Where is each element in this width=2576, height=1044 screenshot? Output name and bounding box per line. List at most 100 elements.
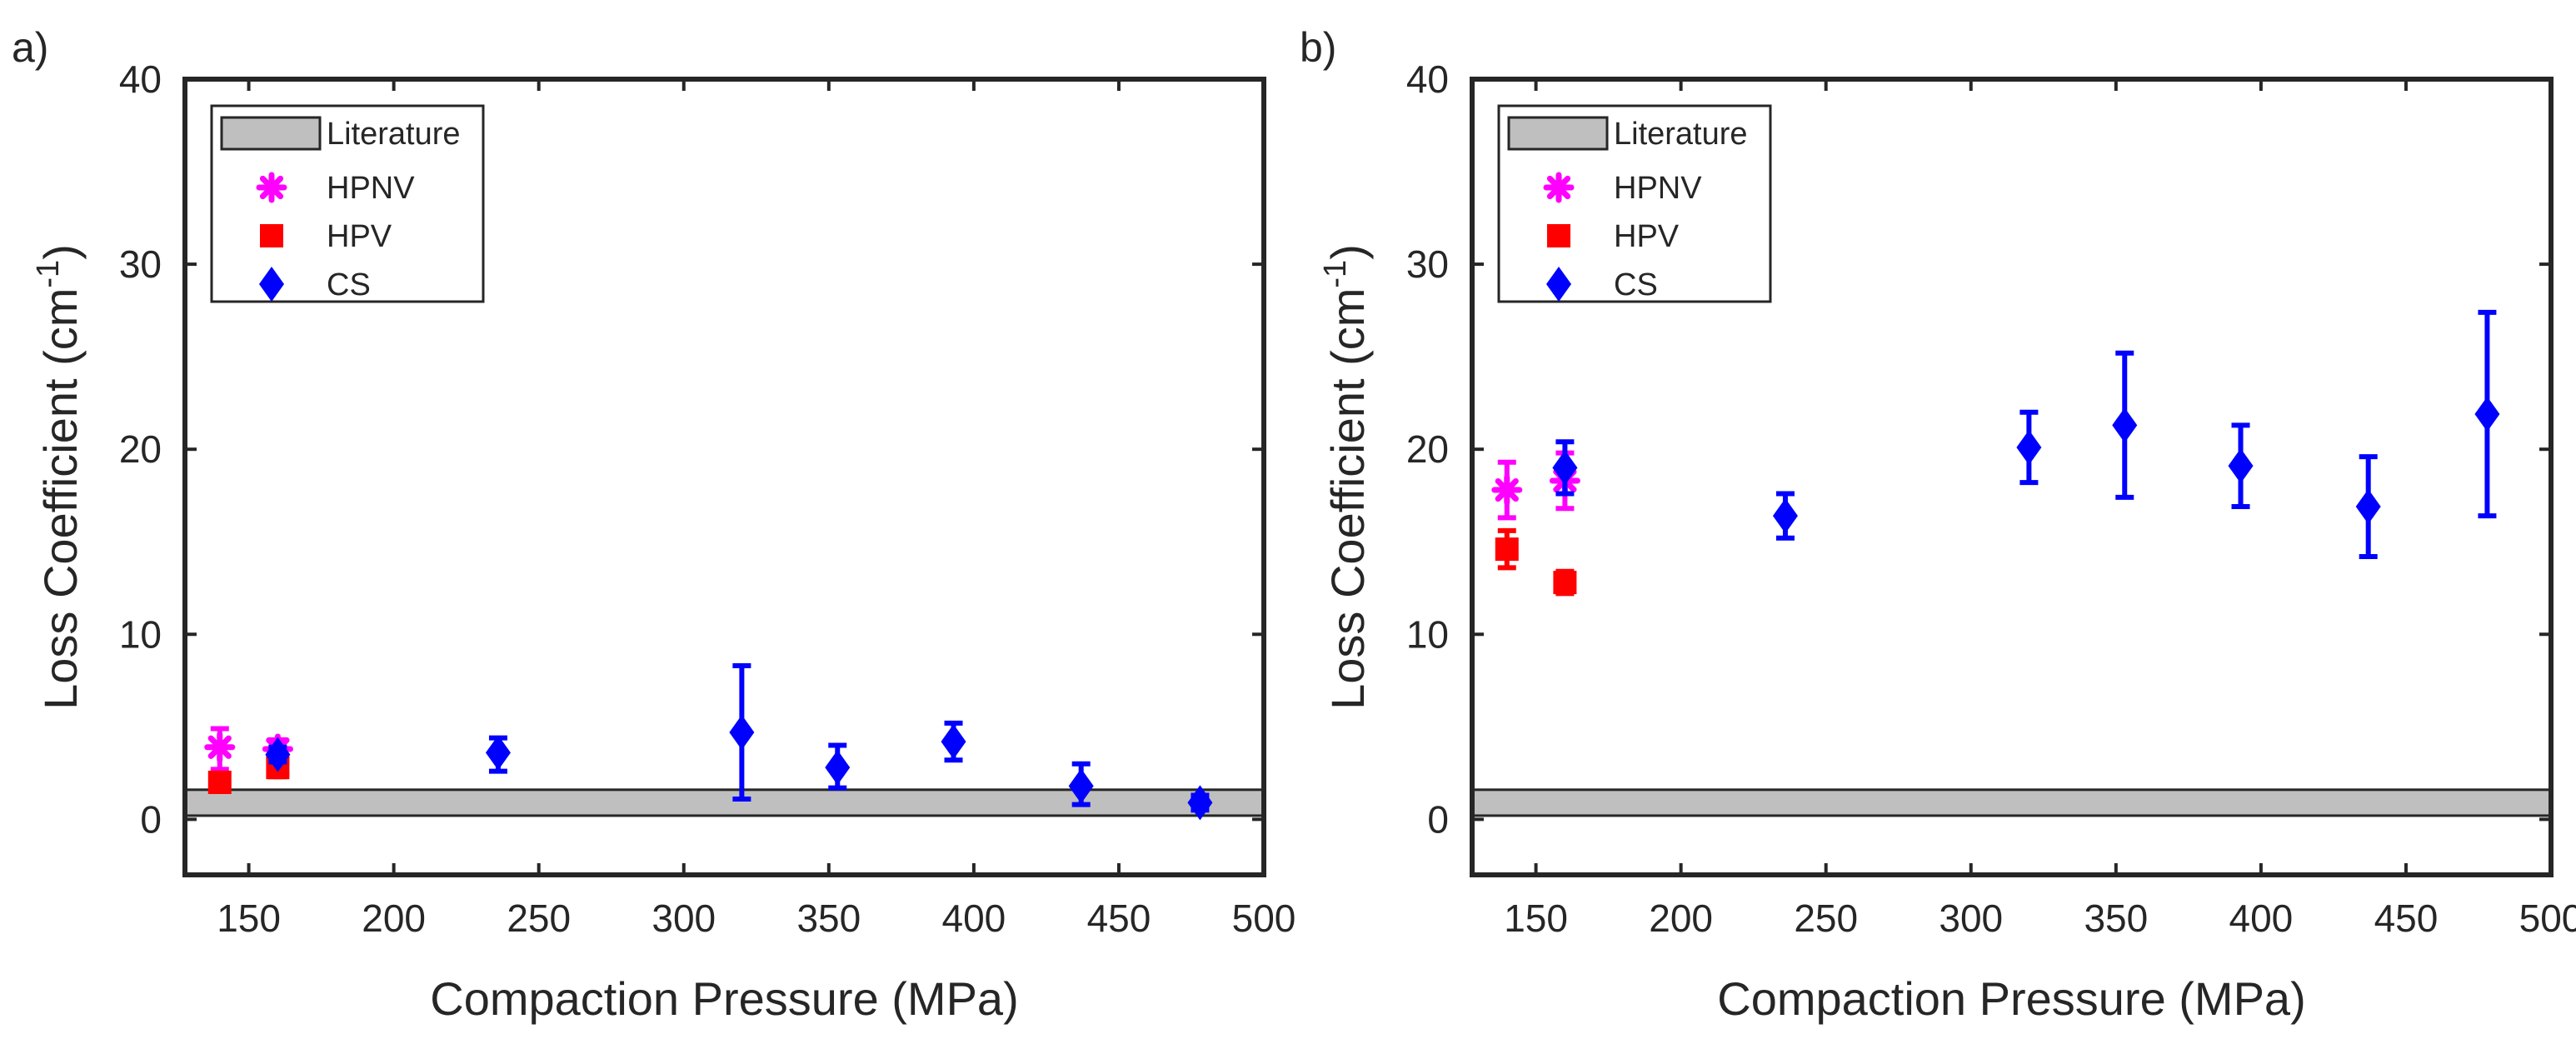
marker-diamond: [2016, 429, 2042, 465]
marker-diamond: [265, 737, 291, 772]
x-tick-label: 400: [942, 897, 1006, 940]
marker-diamond: [2228, 448, 2254, 484]
data-point: [825, 742, 851, 791]
marker-square: [260, 224, 283, 247]
data-point: [485, 735, 511, 774]
marker-diamond: [1187, 785, 1213, 821]
marker-diamond: [2474, 396, 2500, 432]
data-point: [207, 770, 232, 795]
marker-diamond: [1546, 267, 1571, 302]
data-point: [2112, 350, 2138, 500]
panel-b: b) 150 200 250 300 350 400 450 500 0 10 20 30 40 Lite…: [1300, 24, 2576, 1025]
marker-asterisk: [1543, 172, 1575, 203]
x-tick-label: 200: [362, 897, 426, 940]
data-point: [1068, 761, 1094, 807]
data-point: [1491, 459, 1523, 521]
marker-diamond: [729, 714, 755, 750]
x-axis-label: Compaction Pressure (MPa): [430, 972, 1018, 1025]
data-point: [2355, 454, 2381, 559]
data-point: [2228, 422, 2254, 510]
x-tick-label: 350: [796, 897, 861, 940]
data-point: [1552, 439, 1578, 497]
y-tick-label: 0: [1427, 797, 1449, 841]
literature-band: [1470, 788, 2553, 817]
y-axis-label-text: Loss Coefficient (cm: [34, 288, 87, 710]
data-point: [1495, 527, 1519, 571]
data-point: [265, 737, 291, 772]
marker-square: [1547, 224, 1570, 247]
y-axis-label: Loss Coefficient (cm-1): [1318, 244, 1374, 710]
marker-square: [1553, 571, 1577, 595]
x-tick-label: 250: [1794, 897, 1858, 940]
x-tick-label: 500: [2519, 897, 2576, 940]
axes-box: [1470, 77, 2554, 877]
x-tick-label: 450: [1087, 897, 1151, 940]
y-axis-label-suffix: ): [34, 244, 87, 260]
x-tick-label: 150: [217, 897, 281, 940]
data-point: [729, 663, 755, 802]
y-tick-label: 10: [119, 612, 162, 656]
marker-diamond: [485, 735, 511, 771]
asterisk-stroke: [1546, 175, 1571, 200]
legend: Literature HPNV HPV CS: [210, 104, 485, 303]
legend-label: CS: [1614, 267, 1658, 302]
legend-label: HPNV: [1614, 171, 1702, 206]
asterisk-stroke: [207, 735, 232, 759]
series-cs: [265, 663, 1213, 821]
marker-diamond: [2112, 407, 2138, 443]
asterisk-stroke: [1495, 477, 1519, 502]
data-point: [204, 726, 236, 772]
data-point: [2474, 309, 2500, 519]
y-tick-label: 40: [1406, 57, 1449, 101]
panel-label: a): [12, 24, 48, 71]
y-tick-label: 30: [119, 242, 162, 286]
series-cs: [1552, 309, 2500, 559]
legend-box: [1497, 104, 1772, 303]
marker-asterisk: [204, 732, 236, 763]
y-tick-label: 10: [1406, 612, 1449, 656]
x-tick-label: 200: [1649, 897, 1713, 940]
x-tick-label: 500: [1232, 897, 1296, 940]
legend-swatch-literature: [220, 116, 322, 151]
literature-band: [183, 788, 1266, 817]
y-tick-label: 30: [1406, 242, 1449, 286]
marker-diamond: [825, 750, 851, 786]
y-axis-label-text: Loss Coefficient (cm: [1321, 288, 1374, 710]
marker-diamond: [259, 267, 284, 302]
x-tick-label: 400: [2229, 897, 2294, 940]
marker-diamond: [1772, 498, 1798, 534]
marker-diamond: [941, 724, 966, 760]
data-point: [941, 720, 966, 763]
data-point: [1553, 568, 1577, 597]
legend-label: HPNV: [327, 171, 415, 206]
legend-label: Literature: [1614, 117, 1748, 152]
marker-asterisk: [1491, 474, 1523, 506]
legend-label: HPV: [327, 219, 392, 254]
x-tick-label: 350: [2084, 897, 2148, 940]
x-tick-label: 300: [1939, 897, 2003, 940]
marker-diamond: [1068, 768, 1094, 804]
x-tick-label: 250: [507, 897, 571, 940]
y-tick-label: 40: [119, 57, 162, 101]
x-tick-label: 450: [2374, 897, 2439, 940]
legend-label: Literature: [327, 117, 461, 152]
legend-label: CS: [327, 267, 371, 302]
y-tick-label: 20: [1406, 427, 1449, 471]
legend: Literature HPNV HPV CS: [1497, 104, 1772, 303]
x-axis-label: Compaction Pressure (MPa): [1717, 972, 2305, 1025]
data-point: [1772, 491, 1798, 541]
series-hpv: [1495, 527, 1577, 597]
axes-box: [182, 77, 1266, 877]
asterisk-stroke: [259, 175, 284, 200]
x-tick-label: 300: [651, 897, 716, 940]
panel-label: b): [1300, 24, 1336, 71]
y-axis-label-superscript: -1: [1318, 260, 1353, 288]
panel-a: a) 150 200 250 300 350 400 450 500 0 10 20 30 40 Lite…: [12, 24, 1295, 1025]
y-axis-label-suffix: ): [1321, 244, 1374, 260]
legend-swatch-literature: [1507, 116, 1609, 151]
legend-label: HPV: [1614, 219, 1680, 254]
y-tick-label: 0: [140, 797, 162, 841]
y-axis-label-superscript: -1: [31, 260, 66, 288]
plot-area: 150 200 250 300 350 400 450 500 0 10 20 30 40 Literat…: [31, 57, 1295, 1025]
